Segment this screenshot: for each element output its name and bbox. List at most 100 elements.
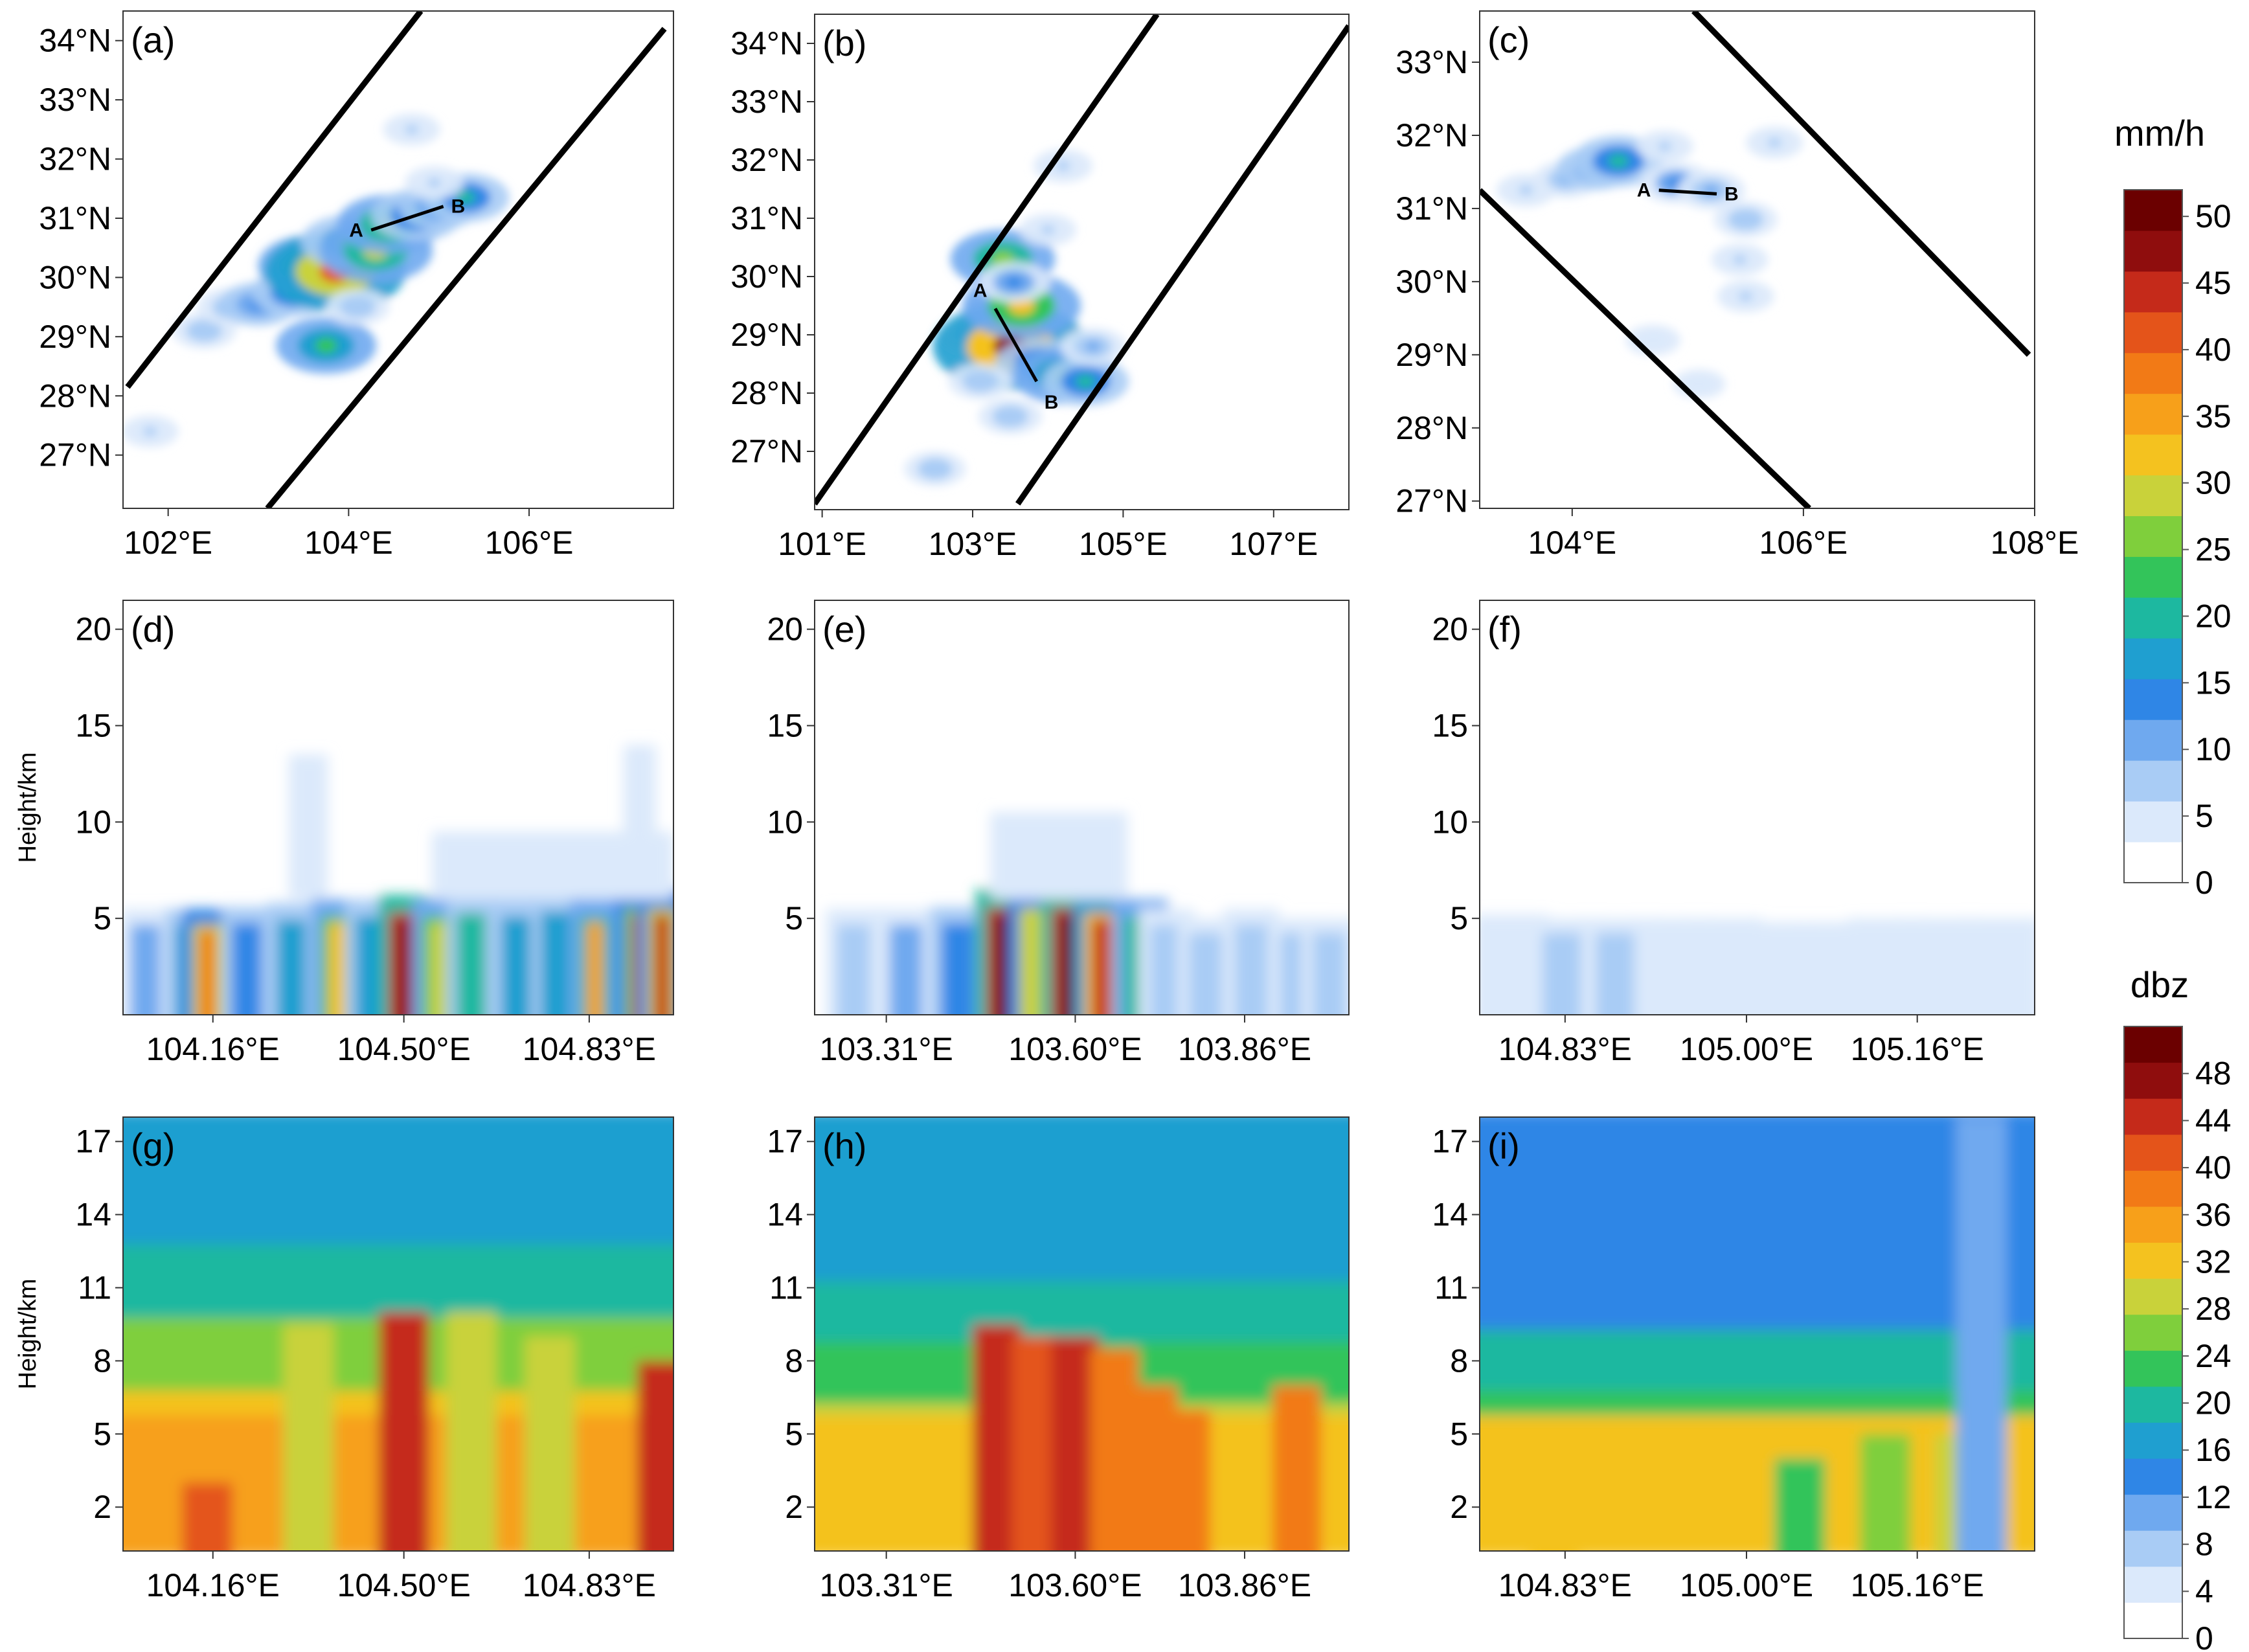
y-tick-label: 15 [75,707,111,743]
y-tick-label: 8 [1450,1342,1468,1379]
colorbar-segment [2124,271,2182,313]
column [1756,936,1802,1015]
column [1596,933,1641,1015]
column [277,920,307,1015]
y-tick-label: 2 [785,1489,803,1525]
colorbar-tick-label: 32 [2195,1243,2232,1280]
y-tick-label: 10 [75,804,111,840]
colorbar-tick-label: 40 [2195,332,2232,368]
x-tick-label: 104°E [1528,525,1616,561]
y-tick-label: 32°N [39,141,111,177]
colorbar-segment [2124,1026,2182,1063]
colorbar-tick-label: 50 [2195,198,2232,234]
colorbar-title: mm/h [2114,113,2205,153]
y-tick-label: 17 [767,1124,803,1160]
upper-anvil [289,754,328,900]
x-tick-label: 104.83°E [1498,1567,1632,1603]
precip-cell-core [1519,185,1533,195]
y-tick-label: 5 [93,900,111,936]
plot-content [815,1117,1349,1551]
colorbar-segment [2124,352,2182,394]
y-tick-label: 14 [767,1197,803,1233]
colorbar-segment [2124,434,2182,476]
plot-frame [1479,1116,2035,1552]
y-tick-label: 5 [1450,1416,1468,1452]
y-tick-label: 29°N [730,317,803,353]
column [1489,929,1535,1015]
column [1702,933,1748,1015]
precip-cell-core [315,337,337,354]
y-tick-label: 15 [1432,707,1468,743]
reflectivity-column [283,1324,333,1551]
colorbar-segment [2124,1458,2182,1495]
panel-e: 103.31°E 103.60°E 103.86°E 5 10 15 20 (e) [767,600,1350,1067]
column-core [1092,919,1111,1015]
column [1149,924,1183,1015]
y-tick-label: 30°N [730,258,803,295]
reflectivity-column [182,1482,232,1551]
cross-section-field [1480,914,2035,1015]
precip-cell-core [1734,255,1746,264]
column-core [587,922,603,1015]
colorbar-tick-label: 10 [2195,731,2232,767]
x-tick-label: 105.16°E [1851,1031,1984,1067]
y-tick-label: 28°N [1396,410,1468,446]
x-tick-label: 101°E [778,526,866,562]
column [501,916,532,1015]
section-point-a-label: A [1637,180,1651,201]
colorbar-frame [2123,189,2183,883]
plot-frame [1479,600,2035,1015]
colorbar-tick-label: 36 [2195,1197,2232,1233]
colorbar-tick-label: 40 [2195,1149,2232,1186]
column [837,924,871,1015]
colorbar-tick-label: 4 [2195,1573,2213,1609]
precip-cell-core [1608,153,1629,168]
y-tick-label: 31°N [730,200,803,236]
panel-label: (f) [1487,609,1522,650]
y-tick-label: 15 [767,707,803,743]
reflectivity-field [815,1117,1349,1551]
x-tick-label: 103.86°E [1178,1031,1311,1067]
y-tick-label: 10 [1432,804,1468,840]
x-tick-label: 106°E [485,525,574,561]
column-core [396,919,412,1015]
reflectivity-column [1956,1117,2007,1551]
swath-edge-line [1691,11,2031,357]
y-tick-label: 34°N [39,23,111,59]
reflectivity-column [379,1312,429,1551]
upper-cloud [432,832,673,900]
y-tick-label: 10 [767,804,803,840]
upper-cloud [990,812,1127,900]
axis-ticks: 104.83°E 105.00°E 105.16°E 2 5 8 11 14 17 [1432,1124,1983,1603]
axis-ticks: 104.83°E 105.00°E 105.16°E 5 10 15 20 [1432,611,1983,1067]
colorbar-tick-label: 24 [2195,1338,2232,1374]
colorbar-tick-label: 20 [2195,598,2232,634]
colorbar-segment [2124,1134,2182,1171]
colorbar-tick-label: 8 [2195,1526,2213,1563]
column [889,924,923,1015]
colorbar-segment [2124,556,2182,598]
y-tick-label: 5 [1450,900,1468,936]
y-tick-label: 14 [1432,1197,1468,1233]
y-tick-label: 34°N [730,25,803,62]
colorbar-tick-label: 20 [2195,1385,2232,1421]
colorbar-segment [2124,190,2182,231]
column-core [199,930,216,1015]
column [1234,924,1268,1015]
colorbar-tick-label: 15 [2195,664,2232,701]
section-point-b-label: B [1724,183,1739,205]
plot-area [815,14,1349,510]
y-tick-label: 33°N [730,84,803,120]
y-tick-label: 20 [75,611,111,648]
panel-h: 103.31°E 103.60°E 103.86°E 2 5 8 11 14 17 (h) [767,1116,1350,1603]
colorbar-segment [2124,1566,2182,1603]
colorbar-segment [2124,515,2182,557]
plot-content [123,745,673,1015]
panel-label: (i) [1487,1126,1520,1166]
x-tick-label: 104.50°E [337,1031,471,1067]
section-point-a-label: A [973,280,988,302]
axis-ticks: 104.16°E 104.50°E 104.83°E 5 10 15 20 [75,611,656,1067]
